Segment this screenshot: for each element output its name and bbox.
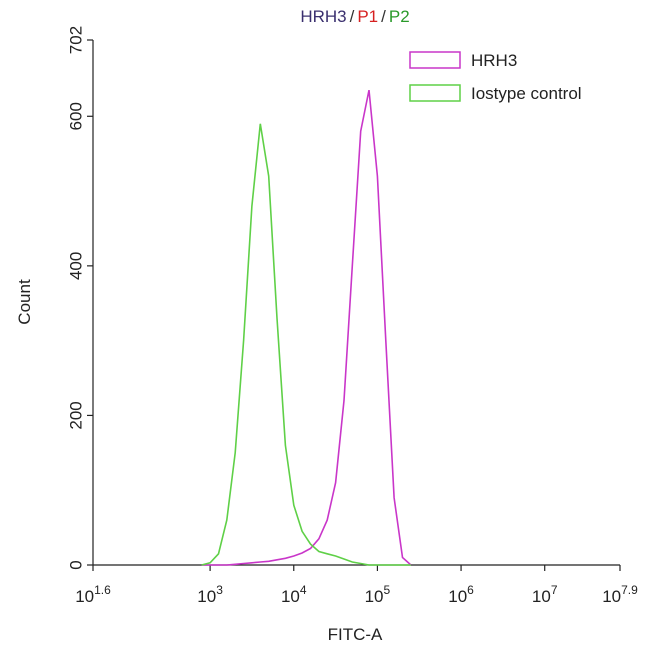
legend-label: Iostype control <box>471 84 582 103</box>
y-tick-label: 200 <box>66 401 85 429</box>
x-tick-power: 1.6 <box>94 583 111 597</box>
x-tick-base: 10 <box>602 587 621 606</box>
series-line <box>201 123 411 566</box>
x-tick-label: 107.9 <box>602 583 638 606</box>
chart-title: HRH3/P1/P2 <box>300 7 409 26</box>
x-tick-power: 6 <box>467 583 474 597</box>
title-part: / <box>381 7 386 26</box>
series-line <box>201 89 412 566</box>
x-tick-label: 103 <box>197 583 223 606</box>
y-tick-label: 600 <box>66 102 85 130</box>
x-tick-base: 10 <box>75 587 94 606</box>
x-tick-base: 10 <box>532 587 551 606</box>
x-tick-power: 7.9 <box>621 583 638 597</box>
legend-swatch <box>409 51 461 69</box>
x-axis-label: FITC-A <box>328 625 383 644</box>
x-tick-base: 10 <box>281 587 300 606</box>
y-axis-label: Count <box>15 279 34 325</box>
title-part: P2 <box>389 7 410 26</box>
x-tick-label: 106 <box>448 583 474 606</box>
x-tick-base: 10 <box>448 587 467 606</box>
title-part: HRH3 <box>300 7 346 26</box>
y-tick-label: 400 <box>66 252 85 280</box>
y-tick-label: 702 <box>66 26 85 54</box>
y-tick-label: 0 <box>66 560 85 569</box>
x-tick-power: 7 <box>551 583 558 597</box>
x-tick-power: 3 <box>216 583 223 597</box>
legend-swatch <box>409 84 461 102</box>
x-tick-base: 10 <box>365 587 384 606</box>
x-tick-power: 5 <box>384 583 391 597</box>
x-tick-power: 4 <box>300 583 307 597</box>
legend-label: HRH3 <box>471 51 517 70</box>
title-part: P1 <box>357 7 378 26</box>
x-tick-label: 101.6 <box>75 583 111 606</box>
x-tick-label: 104 <box>281 583 307 606</box>
x-tick-base: 10 <box>197 587 216 606</box>
x-tick-label: 105 <box>365 583 391 606</box>
title-part: / <box>350 7 355 26</box>
x-tick-label: 107 <box>532 583 558 606</box>
